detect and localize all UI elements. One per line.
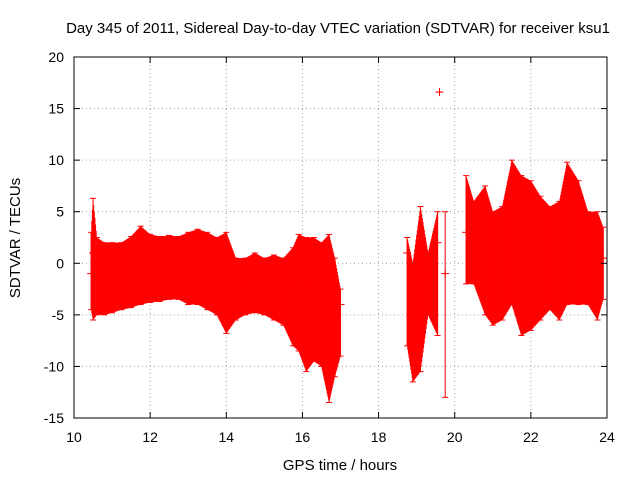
data-point [441, 211, 450, 398]
chart-title: Day 345 of 2011, Sidereal Day-to-day VTE… [66, 20, 610, 37]
y-tick-label: -15 [44, 410, 64, 426]
x-tick-label: 12 [142, 429, 158, 445]
y-tick-label: -5 [52, 307, 65, 323]
x-tick-label: 16 [295, 429, 311, 445]
y-tick-label: 5 [56, 204, 64, 220]
x-tick-label: 22 [523, 429, 539, 445]
plot-area [87, 88, 608, 404]
y-tick-label: 20 [48, 49, 64, 65]
y-axis-label: SDTVAR / TECUs [7, 178, 24, 298]
x-tick-label: 20 [447, 429, 463, 445]
x-axis-label: GPS time / hours [283, 457, 397, 474]
x-tick-label: 18 [371, 429, 387, 445]
x-tick-label: 24 [599, 429, 615, 445]
data-point [435, 88, 444, 97]
y-tick-label: 15 [48, 101, 64, 117]
x-tick-label: 10 [66, 429, 82, 445]
y-tick-label: 10 [48, 152, 64, 168]
plot-frame [73, 56, 608, 419]
y-tick-label: 0 [56, 255, 64, 271]
x-tick-label: 14 [218, 429, 234, 445]
y-tick-label: -10 [44, 358, 64, 374]
axis-ticks: 10 12 14 16 18 20 22 24 -15 -10 -5 0 5 10 15 20 [44, 49, 615, 445]
